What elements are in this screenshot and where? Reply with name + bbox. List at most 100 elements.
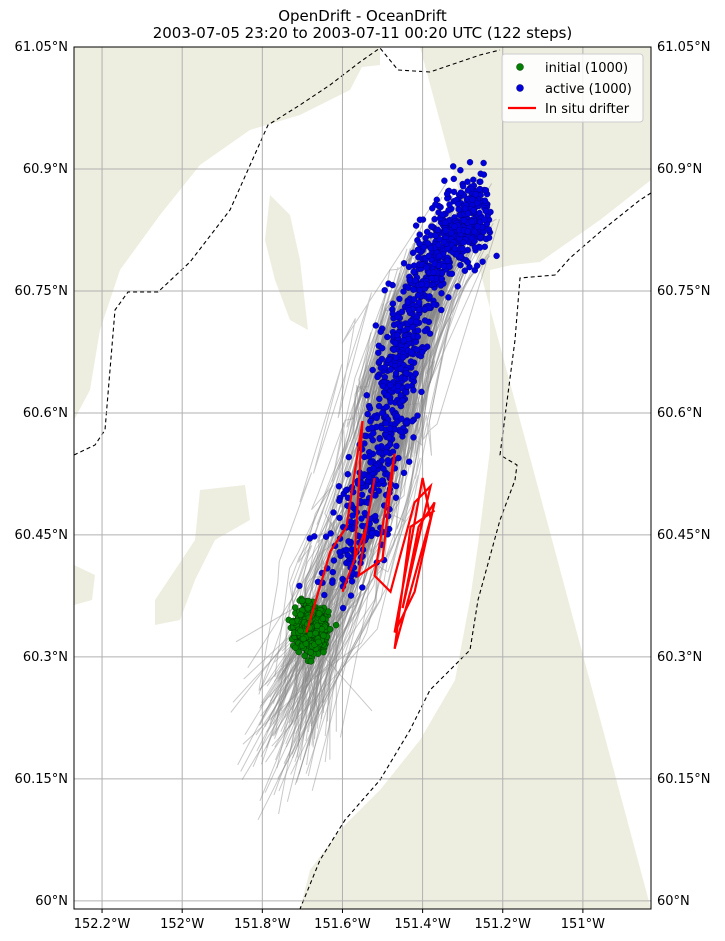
active-particle <box>444 257 451 264</box>
trajectory-line <box>292 248 411 715</box>
active-particle <box>448 229 455 237</box>
initial-particle <box>305 597 312 605</box>
land-west-large <box>74 47 380 420</box>
x-tick-label: 151.8°W <box>234 917 291 932</box>
x-tick-label: 151.2°W <box>474 917 531 932</box>
active-particle <box>404 383 411 390</box>
y-tick-label-left: 60.9°N <box>23 162 68 177</box>
initial-particle <box>320 648 327 656</box>
trajectory-line <box>278 227 485 792</box>
active-particle <box>406 458 413 465</box>
active-particle <box>387 366 394 373</box>
active-particle <box>368 424 375 431</box>
active-particle <box>460 217 468 224</box>
active-particle <box>474 199 481 207</box>
active-particle <box>412 222 420 229</box>
initial-particle <box>320 632 327 639</box>
y-tick-label-right: 60.75°N <box>657 284 710 299</box>
active-particle <box>455 200 462 208</box>
trajectory-line <box>276 251 427 718</box>
active-particle <box>394 331 401 339</box>
y-tick-label-right: 60.15°N <box>657 772 710 787</box>
active-particle <box>469 196 476 203</box>
active-particle <box>448 270 456 277</box>
active-particle <box>329 579 336 586</box>
y-tick-label-left: 60.3°N <box>23 650 68 665</box>
legend-box <box>501 53 644 123</box>
active-particle <box>385 356 392 364</box>
active-particle <box>396 323 404 330</box>
coastline-east <box>299 192 651 909</box>
active-particle <box>415 306 423 314</box>
active-particle <box>342 487 350 494</box>
active-particle <box>437 282 444 289</box>
active-particle <box>377 328 384 335</box>
active-particle <box>386 425 393 432</box>
active-particle <box>436 252 443 260</box>
active-particle <box>426 330 434 337</box>
active-particle <box>442 227 449 234</box>
trajectory-line <box>291 290 391 742</box>
active-particle <box>413 346 421 353</box>
y-tick-label-right: 60.6°N <box>657 406 702 421</box>
initial-particle <box>312 629 319 637</box>
active-particle <box>412 277 419 284</box>
y-tick-label-right: 61.05°N <box>657 40 710 55</box>
land-peninsula <box>265 195 308 330</box>
trajectory-line <box>304 194 488 692</box>
x-tick-label: 152.2°W <box>74 917 131 932</box>
plot-frame <box>73 46 652 910</box>
active-particle <box>429 205 436 212</box>
trajectory-line <box>271 253 489 747</box>
active-particle <box>381 287 388 294</box>
initial-particle <box>295 648 302 656</box>
initial-particle <box>326 625 334 633</box>
trajectory-line <box>285 244 471 748</box>
active-particle <box>485 226 492 233</box>
trajectory-line <box>283 257 411 681</box>
x-tick-label: 152°W <box>160 917 204 932</box>
initial-particle <box>301 652 308 659</box>
active-particle <box>393 412 401 420</box>
active-particle <box>358 491 366 498</box>
y-tick-label-right: 60.45°N <box>657 528 710 543</box>
active-particle <box>368 530 376 537</box>
initial-particle <box>307 658 315 665</box>
chart-title: OpenDrift - OceanDrift <box>278 7 447 25</box>
active-particle <box>392 370 400 377</box>
active-particle <box>420 243 427 251</box>
active-particle <box>428 223 435 230</box>
y-tick-label-left: 61.05°N <box>15 40 68 55</box>
active-particle <box>405 307 412 314</box>
active-particle <box>372 322 379 329</box>
active-particle <box>370 430 377 437</box>
active-particle <box>409 418 416 425</box>
active-particle <box>416 231 423 238</box>
active-particle <box>345 453 352 461</box>
active-particle <box>383 403 390 410</box>
active-particle <box>410 268 417 275</box>
active-particle <box>421 327 429 335</box>
active-particle <box>394 382 402 390</box>
active-particle <box>379 345 386 352</box>
active-particle <box>392 482 400 490</box>
active-particle <box>400 337 407 344</box>
active-particle <box>485 234 493 241</box>
active-particle <box>418 281 425 288</box>
active-particle <box>438 306 445 314</box>
active-particle <box>404 299 411 306</box>
trajectory-line <box>290 218 497 775</box>
active-particle <box>385 434 393 441</box>
active-particle <box>336 549 343 556</box>
active-particle <box>406 276 413 284</box>
x-tick-label: 151.4°W <box>394 917 451 932</box>
active-particle <box>399 354 407 361</box>
active-particle <box>480 171 488 178</box>
active-particle <box>450 175 457 183</box>
initial-particle <box>332 621 340 629</box>
active-particles <box>296 158 500 612</box>
active-particle <box>421 317 429 324</box>
trajectory-line <box>264 243 476 793</box>
active-particle <box>392 494 400 501</box>
trajectory-line <box>310 219 500 727</box>
